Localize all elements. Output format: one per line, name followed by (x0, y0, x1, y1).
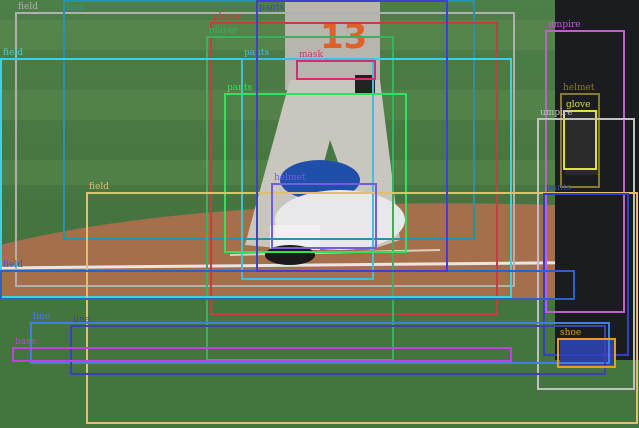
annotation-box: pants (543, 183, 629, 356)
annotation-label: helmet (563, 83, 595, 93)
annotation-label: line (73, 315, 90, 325)
annotation-label: field (18, 2, 38, 12)
annotation-box: pants (256, 0, 448, 272)
annotation-label: umpire (540, 108, 573, 118)
annotation-box: field (15, 2, 515, 287)
annotation-label: mask (299, 50, 323, 60)
annotation-label: glove (566, 100, 591, 110)
grass-foreground (0, 300, 639, 428)
annotation-box: helmet (271, 173, 377, 249)
annotation-label: helmet (274, 173, 306, 183)
annotation-label: line (33, 312, 50, 322)
annotation-label: pants (259, 3, 285, 13)
annotation-label: umpire (548, 20, 581, 30)
annotation-label: player (213, 12, 242, 22)
annotation-label: pants (546, 183, 572, 193)
annotation-box: helmet (560, 83, 600, 188)
annotation-box: line (30, 312, 610, 364)
chalk-line (0, 260, 639, 270)
annotation-label: field (3, 48, 23, 58)
annotation-label: base (15, 337, 37, 347)
annotation-label: field (89, 182, 109, 192)
annotation-box: player (210, 12, 498, 315)
annotation-box: field (0, 260, 575, 300)
annotation-box: line (70, 315, 606, 375)
annotation-box: mask (296, 50, 376, 80)
annotation-label: player (209, 26, 238, 36)
annotation-label: pants (227, 83, 253, 93)
annotation-label: field (3, 260, 23, 270)
annotation-box: field (86, 182, 638, 424)
annotation-box: pants (224, 83, 407, 253)
annotation-box: umpire (537, 108, 635, 390)
annotation-box: glove (563, 100, 597, 170)
annotation-box: umpire (545, 20, 625, 313)
annotation-box: shoe (557, 328, 616, 368)
annotation-label: shoe (560, 328, 582, 338)
annotation-box: base (12, 337, 512, 362)
annotation-label: man (66, 3, 86, 13)
